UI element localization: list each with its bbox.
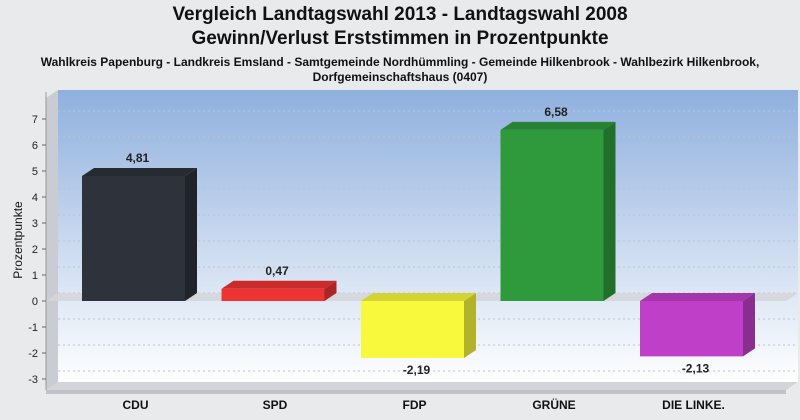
bar-side: [464, 293, 476, 358]
bar-front: [82, 175, 185, 301]
bar-top: [500, 121, 616, 130]
y-tick-label: 2: [32, 244, 38, 256]
plot-left-wall: [46, 90, 58, 390]
x-tick-label: FDP: [403, 398, 427, 412]
chart-title-line1: Vergleich Landtagswahl 2013 - Landtagswa…: [172, 4, 628, 25]
y-tick-label: 0: [32, 296, 38, 308]
bar-top: [221, 280, 337, 289]
y-tick-label: -3: [28, 374, 38, 386]
bar-top: [361, 293, 476, 301]
y-axis-label: Prozentpunkte: [11, 201, 25, 279]
data-label: -2,13: [682, 361, 710, 375]
data-label: 6,58: [544, 105, 568, 119]
y-tick-label: -1: [28, 322, 38, 334]
chart-subtitle-line1: Wahlkreis Papenburg - Landkreis Emsland …: [40, 55, 760, 69]
y-tick-label: 4: [32, 192, 38, 204]
plot-floor: [46, 382, 798, 390]
data-label: 4,81: [126, 151, 150, 165]
x-tick-label: SPD: [263, 398, 288, 412]
bar-top: [640, 293, 755, 301]
bar-front: [361, 301, 464, 358]
bar-front: [640, 301, 743, 357]
x-tick-label: CDU: [123, 398, 149, 412]
bar-top: [82, 167, 197, 176]
y-tick-label: 5: [32, 166, 38, 178]
x-tick-label: DIE LINKE.: [662, 398, 725, 412]
bar-cdu: [82, 167, 197, 301]
data-label: -2,19: [403, 363, 431, 377]
y-tick-label: 3: [32, 218, 38, 230]
y-tick-label: 7: [32, 114, 38, 126]
plot-base: [46, 390, 786, 394]
x-tick-label: GRÜNE: [532, 397, 575, 412]
bar-side: [324, 280, 337, 301]
bar-side: [185, 167, 197, 301]
bar-side: [743, 293, 755, 357]
y-tick-label: 6: [32, 140, 38, 152]
chart-subtitle-line2: Dorfgemeinschaftshaus (0407): [312, 70, 488, 84]
chart-title-line2: Gewinn/Verlust Erststimmen in Prozentpun…: [191, 28, 609, 49]
bar-front: [221, 288, 325, 301]
bar-fdp: [361, 293, 476, 358]
data-label: 0,47: [265, 264, 289, 278]
y-tick-label: 1: [32, 270, 38, 282]
bar-spd: [221, 280, 337, 301]
bar-side: [603, 121, 616, 301]
bar-gr-ne: [500, 121, 616, 301]
y-tick-label: -2: [28, 348, 38, 360]
bar-die-linke-: [640, 293, 755, 357]
bar-front: [500, 129, 604, 301]
